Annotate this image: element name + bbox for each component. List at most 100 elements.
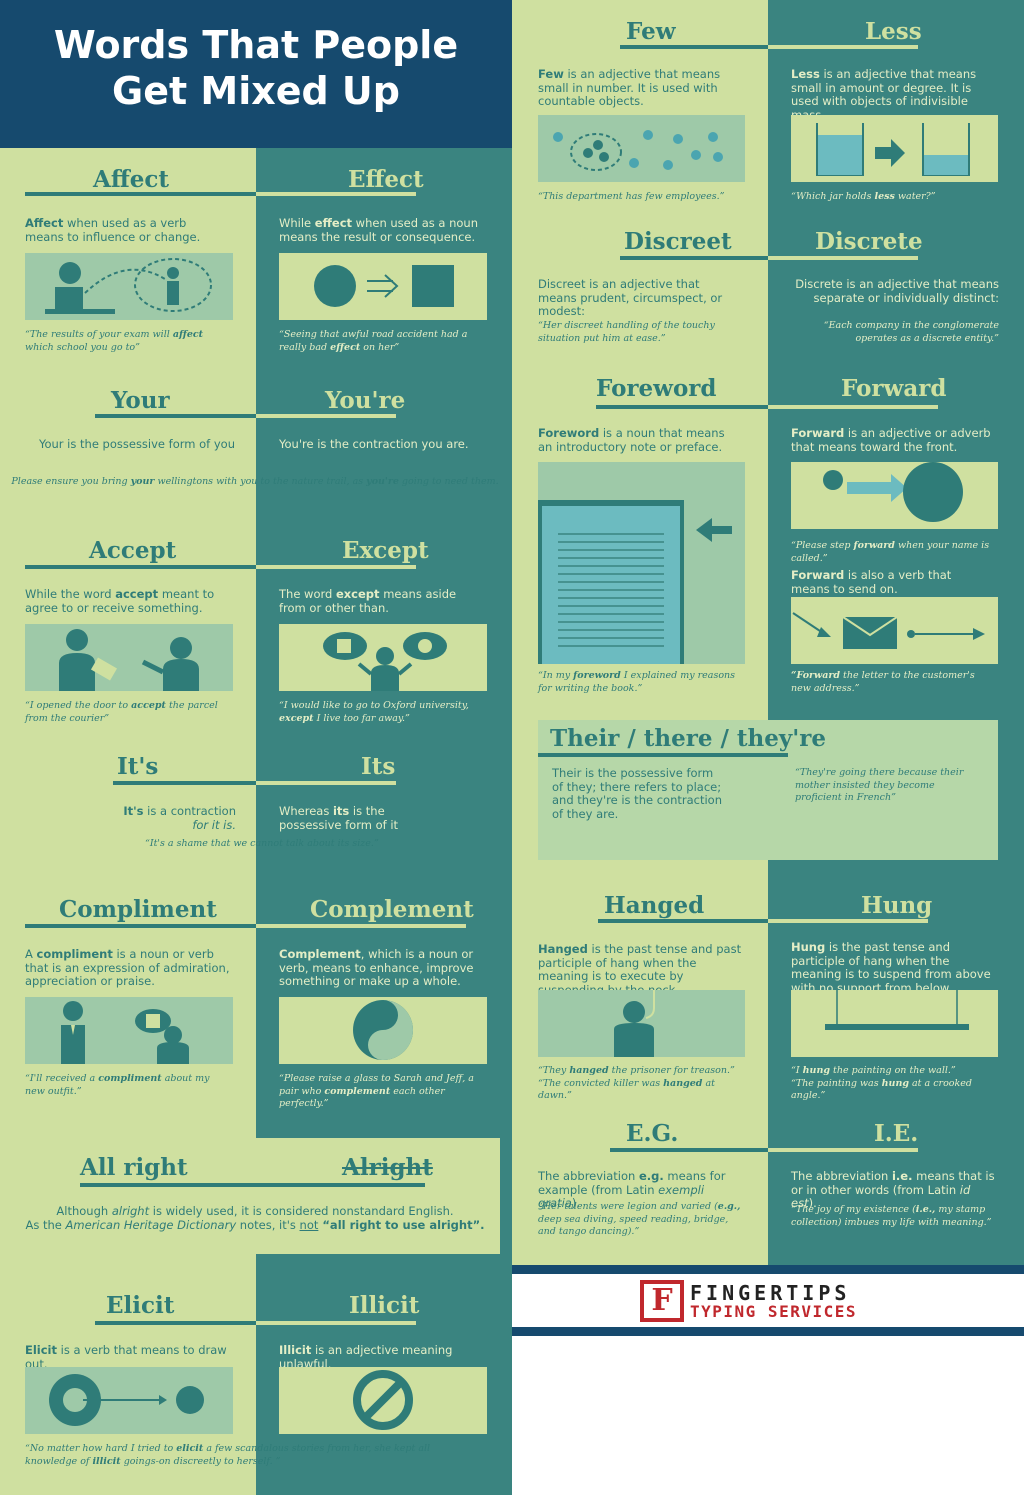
footer-rule-top [512,1265,1024,1274]
forward-definition: Forward is an adjective or adverb that m… [791,426,991,454]
hanged-illustration [538,990,745,1057]
effect-illustration [279,253,487,320]
heading-discreet: Discreet [624,228,732,255]
discreet-quote: “Her discreet handling of the touchy sit… [538,320,715,344]
accept-definition: While the word accept meant to agree to … [25,587,215,615]
divider-bar [596,405,768,409]
page-title-line2: Get Mixed Up [112,69,400,113]
eg-quote: “Her talents were legion and varied (e.g… [538,1201,741,1237]
heading-hung: Hung [861,892,933,919]
heading-compliment: Compliment [59,896,217,923]
foreword-quote: “In my foreword I explained my reasons f… [538,670,736,694]
less-quote: “Which jar holds less water?” [791,191,936,202]
divider-bar [80,1183,425,1187]
illicit-definition: Illicit is an adjective meaning unlawful… [279,1343,453,1371]
their-panel [538,720,998,860]
allright-panel [0,1138,500,1254]
their-definition: Their is the possessive form of they; th… [552,766,722,821]
forward-quote: “Please step forward when your name is c… [791,540,990,564]
complement-quote: “Please raise a glass to Sarah and Jeff,… [279,1073,474,1109]
their-quote: “They're going there because their mothe… [795,767,964,803]
illicit-illustration [279,1367,487,1434]
heading-forward: Forward [841,375,947,402]
compliment-illustration [25,997,233,1064]
accept-quote: “I opened the door to accept the parcel … [25,700,218,724]
foreword-illustration [538,462,745,664]
divider-bar [256,414,396,418]
heading-your: Your [111,387,170,414]
logo-line2: TYPING SERVICES [690,1302,857,1321]
logo-line1: FINGERTIPS [690,1281,851,1305]
hanged-definition: Hanged is the past tense and past partic… [538,942,742,996]
divider-bar [95,1321,256,1325]
divider-bar [620,256,768,260]
divider-bar [768,256,918,260]
divider-bar [768,45,918,49]
forward-verb-definition: Forward is also a verb that means to sen… [791,568,952,596]
discrete-definition: Discrete is an adjective that means sepa… [795,277,999,305]
complement-definition: Complement, which is a noun or verb, mea… [279,947,474,988]
its-quote: “It's a shame that we cannot talk about … [145,838,379,849]
heading-affect: Affect [93,166,169,193]
divider-bar [598,919,768,923]
heading-illicit: Illicit [349,1292,420,1319]
hung-illustration [791,990,998,1057]
elicit-definition: Elicit is a verb that means to draw out. [25,1343,227,1371]
divider-bar [256,565,416,569]
hung-definition: Hung is the past tense and participle of… [791,940,991,995]
heading-except: Except [342,537,429,564]
elicit-illustration [25,1367,233,1434]
accept-illustration [25,624,233,691]
heading-youre: You're [325,387,406,414]
divider-bar [95,414,256,418]
except-quote: “I would like to go to Oxford university… [279,700,469,724]
page-title: Words That People Get Mixed Up [0,22,512,114]
ie-definition: The abbreviation i.e. means that is or i… [791,1169,995,1210]
allright-line1: Although alright is widely used, it is c… [56,1204,454,1218]
heading-discrete: Discrete [815,228,923,255]
forward-illustration [791,462,998,529]
discrete-quote: “Each company in the conglomerate operat… [823,320,999,344]
hanged-quotes: “They hanged the prisoner for treason.” … [538,1065,748,1103]
allright-line2: As the American Heritage Dictionary note… [25,1217,485,1232]
youre-definition: You're is the contraction you are. [279,437,469,451]
logo-letter: F [644,1284,680,1318]
affect-illustration [25,253,233,320]
few-definition: Few is an adjective that means small in … [538,67,721,108]
divider-bar [768,405,938,409]
eg-definition: The abbreviation e.g. means for example … [538,1169,726,1210]
title-banner [0,0,512,148]
few-illustration [538,115,745,182]
foreword-definition: Foreword is a noun that means an introdu… [538,426,725,454]
complement-illustration [279,997,487,1064]
heading-elicit: Elicit [106,1292,175,1319]
heading-hanged: Hanged [604,892,705,919]
elicit-quote: “No matter how hard I tried to elicit a … [25,1443,431,1467]
effect-definition: While effect when used as a noun means t… [279,216,478,244]
heading-complement: Complement [310,896,474,923]
divider-bar [256,781,396,785]
affect-quote: “The results of your exam will affect wh… [25,329,204,353]
divider-bar [768,919,928,923]
its-possessive-definition: Whereas its is the possessive form of it [279,804,399,832]
heading-few: Few [626,18,676,45]
company-logo: F FINGERTIPS TYPING SERVICES [640,1280,930,1322]
left-column-dark-panel [256,148,512,1495]
less-illustration [791,115,998,182]
divider-bar [25,924,256,928]
divider-bar [768,1148,918,1152]
heading-ie: I.E. [874,1120,919,1147]
its-contraction-definition: It's is a contraction for it is. [123,804,236,832]
divider-bar [25,565,256,569]
ie-quote: “The joy of my existence (i.e., my stamp… [791,1204,992,1228]
forward-verb-illustration [791,597,998,664]
allright-explanation: Although alright is widely used, it is c… [20,1204,490,1232]
hanged-quote-1: “They hanged the prisoner for treason.” [538,1065,735,1076]
few-quote: “This department has few employees.” [538,191,725,202]
divider-bar [25,192,256,196]
divider-bar [256,924,466,928]
forward-verb-quote: “Forward the letter to the customer's ne… [791,670,975,694]
your-youre-quote: Please ensure you bring your wellingtons… [11,476,499,487]
heading-foreword: Foreword [596,375,717,402]
divider-bar [256,192,416,196]
